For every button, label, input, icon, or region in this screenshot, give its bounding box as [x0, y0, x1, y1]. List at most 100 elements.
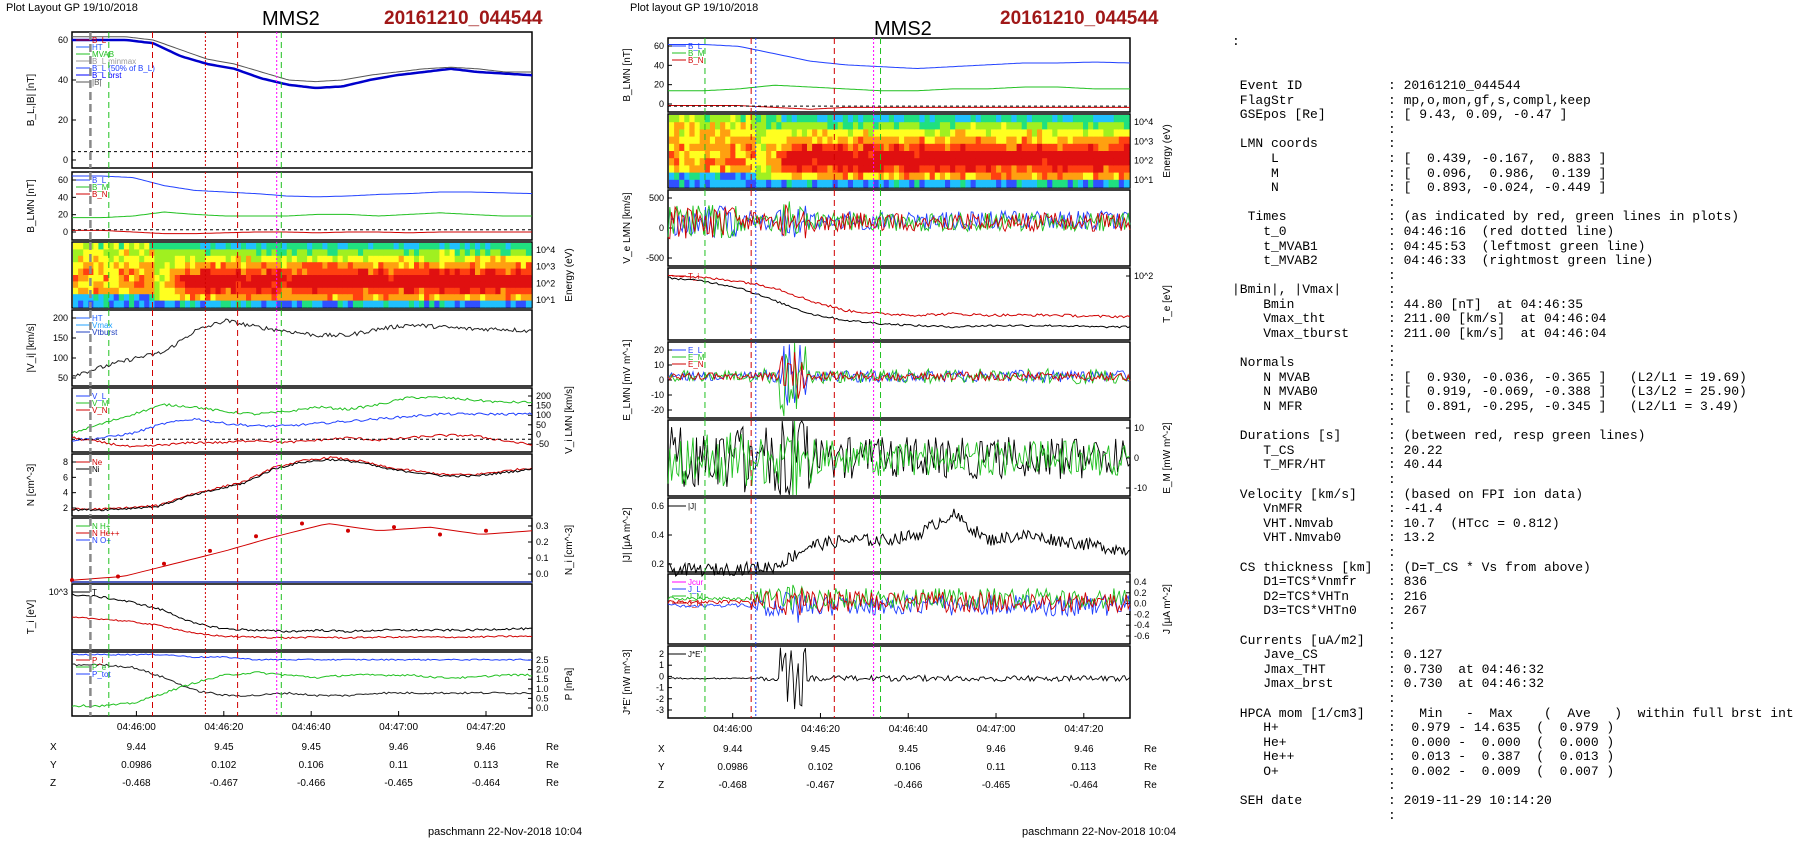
- spectrogram-cell: [781, 158, 788, 166]
- legend-entry: |B|: [92, 78, 102, 87]
- spectrogram-cell: [429, 249, 435, 257]
- spectrogram-cell: [1118, 122, 1125, 130]
- energy-spectrogram: [73, 243, 532, 308]
- spectrogram-cell: [383, 255, 390, 263]
- spectrogram-cell: [103, 300, 110, 308]
- spectrogram-cell: [679, 172, 685, 181]
- spectrogram-cell: [669, 115, 675, 123]
- summary-key: Jmax_brst: [1232, 676, 1334, 692]
- spectrogram-cell: [515, 255, 522, 263]
- summary-row: CS thickness [km]: (D=T_CS * Vs from abo…: [1232, 560, 1800, 576]
- spectrogram-cell: [740, 115, 747, 123]
- spectrogram-cell: [93, 243, 100, 250]
- spectrogram-cell: [388, 294, 395, 302]
- spectrogram-cell: [312, 281, 318, 289]
- spectrogram-cell: [205, 294, 211, 302]
- coord-value: 9.44: [723, 744, 743, 755]
- spectrogram-cell: [195, 255, 201, 263]
- spectrogram-cell: [368, 262, 374, 270]
- spectrogram-cell: [403, 262, 410, 270]
- spectrogram-cell: [919, 179, 926, 188]
- spectrogram-cell: [185, 243, 191, 250]
- spectrogram-cell: [740, 143, 747, 152]
- spectrogram-cell: [975, 172, 982, 181]
- spectrogram-cell: [439, 287, 446, 295]
- spectrogram-cell: [1118, 151, 1125, 159]
- spectrogram-cell: [225, 300, 232, 308]
- spectrogram-cell: [434, 281, 440, 289]
- coord-label-z: Z: [658, 780, 664, 791]
- summary-value: : 04:46:16 (red dotted line): [1388, 223, 1615, 239]
- spectrogram-cell: [154, 294, 161, 302]
- spectrogram-cell: [1006, 115, 1012, 123]
- spectrogram-cell: [469, 262, 476, 270]
- spectrogram-cell: [945, 122, 951, 130]
- spectrogram-cell: [444, 294, 451, 302]
- spectrogram-cell: [709, 172, 716, 181]
- spectrogram-cell: [113, 262, 120, 270]
- spectrogram-cell: [129, 294, 135, 302]
- summary-key: Vmax_tht: [1232, 311, 1326, 327]
- spectrogram-cell: [113, 255, 120, 263]
- y-tick-label: 20: [58, 115, 68, 125]
- spectrogram-cell: [78, 294, 84, 302]
- y-axis-label: Energy (eV): [1162, 124, 1173, 177]
- spectrogram-cell: [980, 158, 987, 166]
- y-tick-label: 2: [63, 503, 68, 513]
- spectrogram-cell: [715, 172, 721, 181]
- spectrogram-cell: [286, 268, 293, 276]
- spectrogram-cell: [679, 158, 685, 166]
- spectrogram-cell: [342, 255, 349, 263]
- y-tick-label: -2: [656, 694, 664, 704]
- summary-key: He++: [1232, 749, 1295, 765]
- spectrogram-cell: [837, 122, 844, 130]
- spectrogram-cell: [139, 262, 145, 270]
- spectrogram-cell: [939, 172, 946, 181]
- spectrogram-cell: [725, 122, 731, 130]
- spectrogram-cell: [169, 262, 176, 270]
- spectrogram-cell: [863, 172, 869, 181]
- spectrogram-cell: [1047, 179, 1053, 188]
- spectrogram-cell: [761, 179, 767, 188]
- spectrogram-cell: [495, 243, 502, 250]
- spectrogram-cell: [970, 143, 977, 152]
- spectrogram-cell: [996, 172, 1002, 181]
- spectrogram-cell: [1108, 151, 1115, 159]
- spectrogram-cell: [200, 300, 206, 308]
- spectrogram-cell: [358, 243, 364, 250]
- spectrogram-cell: [883, 158, 890, 166]
- spectrogram-cell: [144, 249, 150, 257]
- spectrogram-cell: [873, 172, 880, 181]
- spectrogram-cell: [771, 115, 777, 123]
- spectrogram-cell: [78, 268, 84, 276]
- y-tick-label: 0.2: [536, 537, 549, 547]
- left-layout-label: Plot Layout GP 19/10/2018: [6, 2, 138, 14]
- spectrogram-cell: [689, 143, 696, 152]
- spectrogram-cell: [174, 275, 181, 282]
- coord-value: 0.0986: [121, 760, 152, 771]
- spectrogram-cell: [934, 122, 941, 130]
- y-tick-label: 0: [659, 671, 664, 681]
- spectrogram-cell: [459, 294, 466, 302]
- summary-row: N MFR: [ 0.891, -0.295, -0.345 ] (L2/L1 …: [1232, 399, 1800, 415]
- spectrogram-cell: [1103, 165, 1110, 174]
- spectrogram-cell: [495, 262, 502, 270]
- data-point: [254, 534, 258, 539]
- y-tick-label: 0.0: [536, 569, 549, 579]
- spectrogram-cell: [520, 275, 527, 282]
- spectrogram-cell: [429, 243, 435, 250]
- spectrogram-cell: [939, 165, 946, 174]
- spectrogram-cell: [276, 255, 283, 263]
- spectrogram-cell: [393, 281, 400, 289]
- spectrogram-cell: [786, 136, 793, 145]
- spectrogram-cell: [776, 172, 782, 181]
- spectrogram-cell: [853, 143, 859, 152]
- spectrogram-cell: [725, 143, 731, 152]
- spectrogram-cell: [745, 115, 752, 123]
- spectrogram-cell: [720, 165, 726, 174]
- spectrogram-cell: [909, 172, 915, 181]
- spectrogram-cell: [240, 255, 247, 263]
- spectrogram-cell: [220, 281, 227, 289]
- spectrogram-cell: [317, 243, 323, 250]
- spectrogram-cell: [950, 143, 956, 152]
